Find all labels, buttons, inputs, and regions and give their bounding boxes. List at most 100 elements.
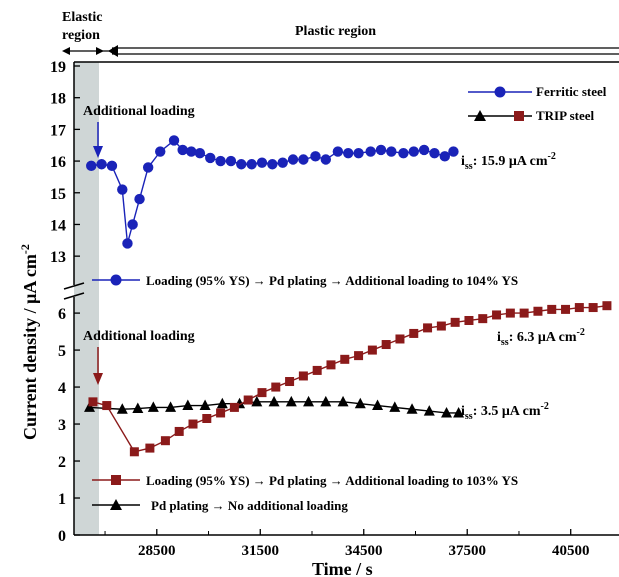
lower-steady-35: iss: 3.5 μA cm-2	[461, 401, 549, 422]
series-ferritic-point	[142, 162, 154, 173]
series-ferritic-point	[246, 159, 257, 170]
series-trip-no-loading-point	[320, 395, 332, 407]
x-tick-label: 40500	[552, 543, 590, 559]
upper-y-tick-label: 18	[50, 91, 66, 108]
series-trip-loading-point	[312, 365, 322, 375]
series-ferritic-point	[277, 157, 288, 168]
upper-y-tick-label: 19	[50, 59, 66, 76]
legend-trip: TRIP steel	[468, 108, 595, 123]
series-trip-loading-point	[505, 308, 515, 318]
series-trip-no-loading-point	[216, 397, 228, 409]
legend-ferritic-marker	[494, 86, 506, 98]
lower-iss63-i: i	[497, 330, 501, 345]
series-trip-no-loading-line	[89, 401, 459, 414]
series-trip-loading-point	[367, 345, 377, 355]
series-ferritic-point	[205, 152, 216, 164]
series-trip-loading-point	[229, 402, 239, 412]
series-trip-loading-point	[533, 306, 543, 316]
series-trip-loading-point	[145, 443, 155, 453]
upper-y-tick-label: 15	[50, 186, 66, 203]
series-trip-no-loading-point	[116, 403, 128, 414]
lower-series-legend-1-marker	[111, 475, 121, 485]
series-trip-no-loading-point	[337, 395, 349, 407]
legend-ferritic-label: Ferritic steel	[536, 84, 607, 99]
series-trip-no-loading-point	[182, 399, 194, 411]
upper-y-tick-label: 13	[50, 249, 66, 266]
series-trip-loading-point	[243, 395, 253, 405]
series-ferritic-point	[310, 151, 321, 162]
upper-series-legend-label: Loading (95% YS) → Pd plating → Addition…	[146, 273, 518, 288]
legend-trip-triangle	[474, 110, 486, 121]
series-ferritic-point	[256, 157, 268, 168]
legend-trip-square	[514, 111, 524, 121]
series-trip-no-loading-point	[453, 406, 465, 418]
upper-additional-loading: Additional loading	[83, 104, 195, 119]
series-ferritic-point	[96, 159, 107, 170]
series-trip-no-loading-point	[423, 405, 435, 416]
series-ferritic-point	[117, 184, 128, 195]
plastic-region-label: Plastic region	[295, 24, 376, 39]
series-trip-loading-point	[102, 401, 112, 411]
y-axis-label-exp: -2	[18, 244, 32, 254]
lower-y-tick-label: 2	[58, 454, 66, 471]
series-ferritic-point	[215, 155, 226, 167]
series-trip-loading-point	[160, 436, 170, 446]
series-trip-loading-point	[519, 308, 529, 318]
series-trip-loading-point	[436, 321, 446, 331]
series-trip-loading-point	[409, 328, 419, 338]
series-trip-loading-point	[423, 323, 433, 333]
series-ferritic-point	[177, 144, 188, 156]
lower-y-tick-label: 6	[58, 306, 66, 323]
series-trip-loading-point	[395, 334, 405, 344]
lower-iss35-sub: ss	[465, 411, 473, 422]
series-trip-loading-point	[574, 303, 584, 313]
series-ferritic-point	[86, 160, 97, 172]
series-trip-no-loading-point	[132, 402, 144, 414]
series-ferritic-point	[186, 146, 197, 157]
series-trip-loading-point	[450, 317, 460, 327]
series-ferritic-point	[106, 160, 118, 172]
series-trip-loading-point	[298, 371, 308, 381]
series-ferritic-point	[168, 135, 180, 146]
series-ferritic-point	[194, 147, 206, 159]
series-layer	[84, 135, 612, 457]
upper-down-arrow	[93, 122, 103, 158]
elastic-region-band	[74, 62, 99, 535]
series-trip-no-loading-point	[441, 406, 453, 418]
lower-iss35-i: i	[461, 404, 465, 419]
series-ferritic-point	[155, 146, 166, 157]
series-ferritic-point	[343, 147, 354, 159]
upper-series-legend: Loading (95% YS) → Pd plating → Addition…	[92, 273, 518, 288]
lower-iss63-exp: -2	[577, 327, 585, 338]
axis-break	[63, 282, 85, 300]
series-ferritic-point	[375, 144, 387, 156]
upper-y-tick-label: 16	[50, 154, 66, 171]
series-trip-no-loading-point	[285, 395, 297, 407]
series-ferritic-point	[439, 151, 451, 162]
lower-series-legend-2: Pd plating → No additional loading	[92, 498, 348, 513]
series-trip-no-loading-point	[389, 401, 401, 412]
lower-y-tick-label: 5	[58, 343, 66, 360]
series-ferritic-point	[320, 154, 332, 165]
series-trip-loading-point	[478, 314, 488, 324]
series-trip-loading-point	[588, 303, 598, 313]
lower-series-legend-1-label: Loading (95% YS) → Pd plating → Addition…	[146, 473, 518, 488]
lower-iss63-value: 6.3 μA cm	[517, 330, 577, 345]
series-trip-loading-point	[216, 408, 226, 418]
lower-iss35-exp: -2	[541, 401, 549, 412]
lower-iss63-sub: ss	[501, 337, 509, 348]
series-ferritic-point	[408, 146, 419, 157]
x-ticks: 28500 31500 34500 37500 40500	[104, 529, 590, 559]
series-trip-no-loading-point	[268, 395, 280, 407]
upper-iss-sub: ss	[465, 161, 473, 172]
lower-steady-63: iss: 6.3 μA cm-2	[497, 327, 585, 348]
series-ferritic-point	[287, 154, 299, 165]
series-ferritic-point	[429, 147, 440, 159]
lower-iss35-value: 3.5 μA cm	[481, 404, 541, 419]
series-trip-loading-point	[271, 382, 281, 392]
series-trip-loading-point	[381, 340, 391, 350]
series-ferritic-point	[225, 155, 237, 167]
x-tick-label: 37500	[448, 543, 486, 559]
series-trip-loading-point	[88, 397, 98, 407]
upper-iss-i: i	[461, 154, 465, 169]
